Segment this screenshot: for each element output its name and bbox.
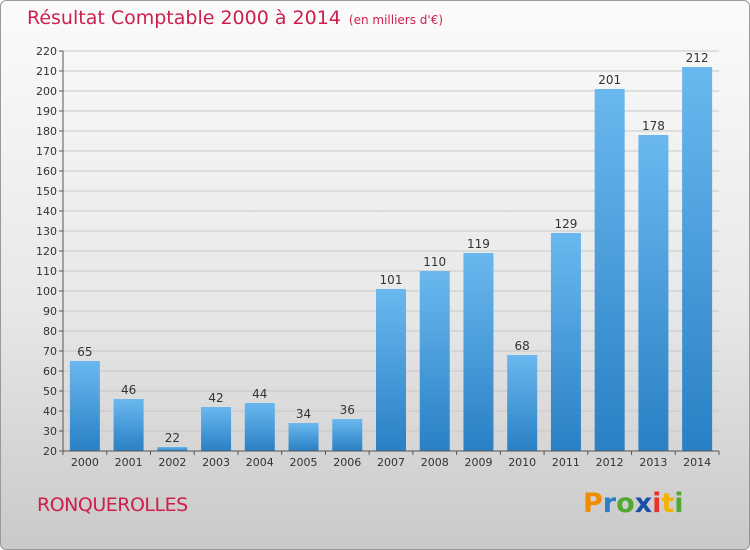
y-tick-label: 70 xyxy=(43,345,57,358)
bar xyxy=(594,89,625,451)
y-tick-label: 60 xyxy=(43,365,57,378)
data-label: 34 xyxy=(296,407,311,421)
y-tick-label: 20 xyxy=(43,445,57,458)
y-tick-label: 220 xyxy=(36,45,57,58)
data-label: 22 xyxy=(165,431,180,445)
y-axis-ticks: 20 30 40 50 60 70 80 90 100 110 120 130 140 150 160 170… xyxy=(36,45,63,458)
proxiti-logo: Proxiti xyxy=(583,488,684,519)
bar xyxy=(376,289,406,451)
x-tick-label: 2000 xyxy=(71,456,99,469)
y-tick-label: 80 xyxy=(43,325,57,338)
x-tick-label: 2014 xyxy=(683,456,711,469)
y-tick-label: 120 xyxy=(36,245,57,258)
commune-name: RONQUEROLLES xyxy=(37,494,188,516)
y-tick-label: 150 xyxy=(36,185,57,198)
data-label: 129 xyxy=(554,217,577,231)
y-tick-label: 200 xyxy=(36,85,57,98)
bar xyxy=(638,135,669,451)
data-label: 101 xyxy=(380,273,403,287)
bar xyxy=(332,419,363,451)
bar-chart: 20 30 40 50 60 70 80 90 100 110 120 130 140 150 160 170… xyxy=(36,45,720,469)
bar xyxy=(288,423,319,451)
logo-letter: o xyxy=(616,488,635,519)
x-tick-label: 2006 xyxy=(333,456,361,469)
x-tick-label: 2009 xyxy=(464,456,492,469)
data-label: 44 xyxy=(252,387,267,401)
x-tick-label: 2001 xyxy=(115,456,143,469)
y-tick-label: 170 xyxy=(36,145,57,158)
data-label: 212 xyxy=(686,51,709,65)
data-label: 178 xyxy=(642,119,665,133)
bar xyxy=(550,233,581,451)
data-label: 201 xyxy=(598,73,621,87)
bar xyxy=(201,407,232,451)
y-tick-label: 140 xyxy=(36,205,57,218)
chart-title: Résultat Comptable 2000 à 2014 (en millie… xyxy=(27,7,443,29)
x-tick-label: 2003 xyxy=(202,456,230,469)
logo-letter: t xyxy=(661,488,675,519)
y-tick-label: 90 xyxy=(43,305,57,318)
y-tick-label: 160 xyxy=(36,165,57,178)
y-tick-label: 100 xyxy=(36,285,57,298)
bar xyxy=(419,271,450,451)
data-labels: 65 46 22 42 44 34 36 101 110 119 68 129 201 178 212 xyxy=(77,51,708,445)
x-tick-label: 2002 xyxy=(158,456,186,469)
x-tick-label: 2005 xyxy=(290,456,318,469)
x-tick-label: 2011 xyxy=(552,456,580,469)
y-tick-label: 180 xyxy=(36,125,57,138)
bar xyxy=(507,355,538,451)
data-label: 36 xyxy=(340,403,355,417)
data-label: 65 xyxy=(77,345,92,359)
x-tick-label: 2012 xyxy=(596,456,624,469)
data-label: 119 xyxy=(467,237,490,251)
x-axis-ticks: 2000 2001 2002 2003 2004 2005 2006 2007 2008 2009… xyxy=(62,451,720,469)
logo-letter: P xyxy=(583,488,603,519)
data-label: 42 xyxy=(208,391,223,405)
bar xyxy=(157,447,188,451)
x-tick-label: 2004 xyxy=(246,456,274,469)
y-tick-label: 110 xyxy=(36,265,57,278)
title-text: Résultat Comptable 2000 à 2014 xyxy=(27,7,341,29)
axes xyxy=(62,51,719,452)
y-tick-label: 40 xyxy=(43,405,57,418)
logo-letter: i xyxy=(652,488,662,519)
chart-subtitle: (en milliers d'€) xyxy=(348,13,444,27)
bar xyxy=(69,361,100,451)
y-tick-label: 190 xyxy=(36,105,57,118)
y-tick-label: 50 xyxy=(43,385,57,398)
data-label: 110 xyxy=(423,255,446,269)
bar xyxy=(113,399,144,451)
x-tick-label: 2010 xyxy=(508,456,536,469)
x-tick-label: 2013 xyxy=(639,456,667,469)
y-tick-label: 210 xyxy=(36,65,57,78)
bar xyxy=(682,67,713,451)
bars xyxy=(69,67,713,451)
bar xyxy=(244,403,275,451)
data-label: 46 xyxy=(121,383,136,397)
y-tick-label: 30 xyxy=(43,425,57,438)
logo-letter: x xyxy=(634,488,653,519)
data-label: 68 xyxy=(515,339,530,353)
logo-letter: i xyxy=(674,488,684,519)
x-tick-label: 2007 xyxy=(377,456,405,469)
logo-letter: r xyxy=(602,488,617,519)
bar xyxy=(463,253,494,451)
y-tick-label: 130 xyxy=(36,225,57,238)
x-tick-label: 2008 xyxy=(421,456,449,469)
